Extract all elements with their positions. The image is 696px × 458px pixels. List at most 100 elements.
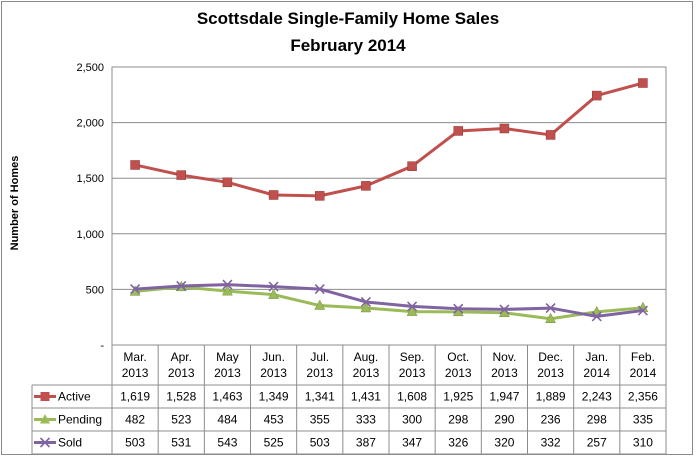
table-cell-pending: 333 xyxy=(356,413,376,427)
x-tick-label: Dec. 2013 xyxy=(537,350,564,380)
table-cell-sold: 543 xyxy=(217,436,237,450)
point-sold xyxy=(268,281,279,292)
x-tick-label: Apr. 2013 xyxy=(168,350,195,380)
point-sold xyxy=(360,296,371,308)
point-active xyxy=(361,181,371,191)
point-active xyxy=(545,130,556,140)
series-line-pending xyxy=(134,285,644,321)
legend-label-active: Active xyxy=(58,390,91,404)
table-cell-pending: 290 xyxy=(494,413,514,427)
table-cell-active: 1,463 xyxy=(212,390,242,404)
table-cell-sold: 387 xyxy=(356,436,376,450)
table-cell-active: 1,947 xyxy=(489,390,519,404)
table-cell-pending: 523 xyxy=(171,413,191,427)
legend-label-pending: Pending xyxy=(58,413,102,427)
point-active xyxy=(315,191,325,201)
table-cell-active: 1,349 xyxy=(259,390,289,404)
point-pending xyxy=(360,301,372,313)
table-cell-active: 1,925 xyxy=(443,390,473,404)
table-cell-pending: 335 xyxy=(633,413,653,427)
x-tick-label: Feb. 2014 xyxy=(630,350,657,380)
point-active xyxy=(638,78,648,88)
table-cell-sold: 326 xyxy=(448,436,468,450)
table-cell-active: 2,243 xyxy=(582,390,612,404)
table-cell-pending: 482 xyxy=(125,413,145,427)
point-active xyxy=(592,90,602,101)
point-sold xyxy=(637,305,648,316)
point-sold xyxy=(407,301,418,312)
table-cell-sold: 525 xyxy=(264,436,284,450)
point-active xyxy=(130,160,140,170)
chart-subtitle: February 2014 xyxy=(290,36,406,55)
table-cell-active: 1,431 xyxy=(351,390,381,404)
table-cell-sold: 310 xyxy=(633,436,653,450)
table-cell-pending: 355 xyxy=(310,413,330,427)
x-tick-label: Sep. 2013 xyxy=(399,350,426,380)
point-sold xyxy=(130,284,141,295)
series-line-active xyxy=(134,81,644,198)
x-tick-label: Oct. 2013 xyxy=(445,350,472,380)
table-cell-sold: 347 xyxy=(402,436,422,450)
table-cell-sold: 503 xyxy=(125,436,145,450)
legend-key-marker xyxy=(40,392,50,401)
table-cell-active: 1,608 xyxy=(397,390,427,404)
table-cell-active: 1,619 xyxy=(120,390,150,404)
y-tick-label: 1,500 xyxy=(76,173,104,185)
chart-title: Scottsdale Single-Family Home Sales xyxy=(196,9,500,28)
x-tick-label: Nov. 2013 xyxy=(491,350,518,380)
point-active xyxy=(268,190,279,200)
table-cell-pending: 453 xyxy=(264,413,284,427)
x-tick-label: Mar. 2013 xyxy=(122,350,149,380)
legend-key-marker xyxy=(39,437,51,448)
point-sold xyxy=(545,303,556,314)
table-cell-sold: 332 xyxy=(541,436,561,450)
table-cell-pending: 298 xyxy=(448,413,468,427)
table-cell-pending: 484 xyxy=(217,413,237,427)
table-cell-active: 2,356 xyxy=(628,390,658,404)
data-table: Mar. 2013 Apr. 2013 May 2013 Jun. 2013 Jul. 2013 A… xyxy=(31,345,667,455)
y-tick-label: - xyxy=(100,340,104,352)
point-pending xyxy=(222,285,233,296)
point-sold xyxy=(591,311,602,322)
x-tick-label: Jun. 2013 xyxy=(260,350,287,380)
table-cell-active: 1,528 xyxy=(166,390,196,404)
table-cell-pending: 236 xyxy=(541,413,561,427)
point-active xyxy=(453,126,463,136)
x-tick-label: Jan. 2014 xyxy=(583,350,610,380)
point-pending xyxy=(406,305,418,316)
table-cell-sold: 257 xyxy=(587,436,607,450)
y-tick-label: 2,000 xyxy=(76,118,104,130)
plot-area xyxy=(129,78,649,324)
point-pending xyxy=(545,312,556,324)
point-sold xyxy=(499,304,510,315)
point-sold xyxy=(222,279,233,290)
table-cell-sold: 531 xyxy=(171,436,191,450)
point-sold xyxy=(176,280,187,292)
table-cell-active: 1,889 xyxy=(536,390,566,404)
point-active xyxy=(176,170,186,180)
legend-key-marker xyxy=(40,414,50,424)
table-cell-pending: 298 xyxy=(587,413,607,427)
y-tick-label: 500 xyxy=(86,284,104,296)
x-tick-label: Aug. 2013 xyxy=(353,350,380,380)
series-line-sold xyxy=(134,283,644,318)
point-active xyxy=(499,123,510,134)
table-cell-sold: 320 xyxy=(494,436,514,450)
table-cell-sold: 503 xyxy=(310,436,330,450)
y-tick-label: 2,500 xyxy=(76,62,104,74)
legend-label-sold: Sold xyxy=(58,436,82,450)
table-cell-active: 1,341 xyxy=(305,390,335,404)
point-sold xyxy=(453,303,464,314)
point-active xyxy=(407,161,417,171)
point-sold xyxy=(314,284,325,295)
y-axis-ticks: - 500 1,000 1,500 2,000 2,500 xyxy=(76,62,104,352)
y-tick-label: 1,000 xyxy=(76,229,104,241)
point-pending xyxy=(314,299,326,310)
point-pending xyxy=(268,288,279,299)
x-tick-label: Jul. 2013 xyxy=(306,350,333,380)
point-active xyxy=(222,177,233,188)
x-tick-label: May 2013 xyxy=(214,350,241,380)
table-cell-pending: 300 xyxy=(402,413,422,427)
